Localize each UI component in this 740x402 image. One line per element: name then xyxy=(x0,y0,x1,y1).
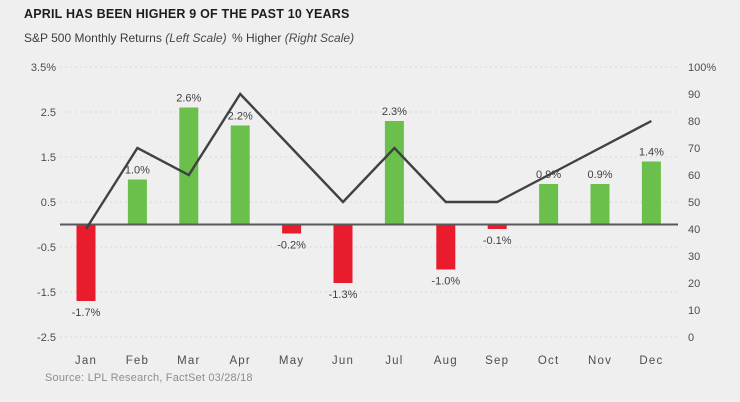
month-label: May xyxy=(279,355,304,367)
bar-value-label: -0.2% xyxy=(277,240,306,252)
right-axis-tick-label: 0 xyxy=(688,332,694,344)
right-axis-tick-label: 30 xyxy=(688,251,700,263)
bar-jul xyxy=(384,121,404,225)
legend-left-scale-note: (Left Scale) xyxy=(165,31,227,45)
bar-value-label: 2.6% xyxy=(176,93,201,105)
left-axis-tick-label: 2.5 xyxy=(41,107,56,119)
right-axis-tick-label: 20 xyxy=(688,278,700,290)
month-label: Oct xyxy=(538,355,560,367)
bar-value-label: 1.4% xyxy=(639,147,664,159)
bar-nov xyxy=(590,184,610,225)
bar-dec xyxy=(641,161,661,225)
month-label: Feb xyxy=(126,355,149,367)
month-label: Jun xyxy=(332,355,354,367)
bar-jan xyxy=(76,224,96,301)
month-label: Jan xyxy=(75,355,97,367)
right-axis-tick-label: 100% xyxy=(688,62,716,74)
right-axis-tick-label: 70 xyxy=(688,143,700,155)
left-axis-tick-label: -2.5 xyxy=(37,332,56,344)
right-axis-tick-label: 40 xyxy=(688,224,700,236)
month-label: Aug xyxy=(434,355,458,367)
bar-may xyxy=(282,224,302,234)
month-label: Dec xyxy=(639,355,663,367)
bar-feb xyxy=(127,179,147,225)
bar-jun xyxy=(333,224,353,283)
legend-left-series: S&P 500 Monthly Returns (Left Scale) xyxy=(24,31,227,45)
right-axis-tick-label: 60 xyxy=(688,170,700,182)
bar-value-label: 0.9% xyxy=(536,169,561,181)
percent-higher-line xyxy=(84,92,652,230)
month-label: Jul xyxy=(385,355,403,367)
source-note: Source: LPL Research, FactSet 03/28/18 xyxy=(45,372,253,384)
right-axis-tick-label: 10 xyxy=(688,305,700,317)
bar-mar xyxy=(179,107,199,225)
month-label: Mar xyxy=(177,355,200,367)
right-axis-tick-label: 50 xyxy=(688,197,700,209)
left-axis-tick-label: -1.5 xyxy=(37,287,56,299)
bar-oct xyxy=(539,184,559,225)
left-axis-tick-label: 0.5 xyxy=(41,197,56,209)
legend-right-scale-note: (Right Scale) xyxy=(284,31,355,45)
bar-aug xyxy=(436,224,456,270)
legend-right-label: % Higher xyxy=(232,31,282,45)
bar-sep xyxy=(487,224,507,229)
month-label: Sep xyxy=(485,355,509,367)
bar-value-label: -1.0% xyxy=(431,276,460,288)
month-label: Nov xyxy=(588,355,612,367)
bar-value-label: -1.3% xyxy=(329,289,358,301)
right-axis-tick-label: 90 xyxy=(688,89,700,101)
left-axis-tick-label: -0.5 xyxy=(37,242,56,254)
bar-value-label: -1.7% xyxy=(72,307,101,319)
bar-value-label: 2.3% xyxy=(382,106,407,118)
bar-value-label: 0.9% xyxy=(587,169,612,181)
right-axis-tick-label: 80 xyxy=(688,116,700,128)
left-axis-tick-label: 3.5% xyxy=(31,62,56,74)
left-axis-tick-label: 1.5 xyxy=(41,152,56,164)
legend-right-series: % Higher (Right Scale) xyxy=(232,31,354,45)
month-label: Apr xyxy=(229,355,251,367)
legend-left-label: S&P 500 Monthly Returns xyxy=(24,31,162,45)
bar-value-label: 1.0% xyxy=(125,165,150,177)
chart-title: APRIL HAS BEEN HIGHER 9 OF THE PAST 10 Y… xyxy=(24,7,350,21)
bar-value-label: -0.1% xyxy=(483,235,512,247)
bar-apr xyxy=(230,125,250,225)
bar-value-label: 2.2% xyxy=(228,111,253,123)
